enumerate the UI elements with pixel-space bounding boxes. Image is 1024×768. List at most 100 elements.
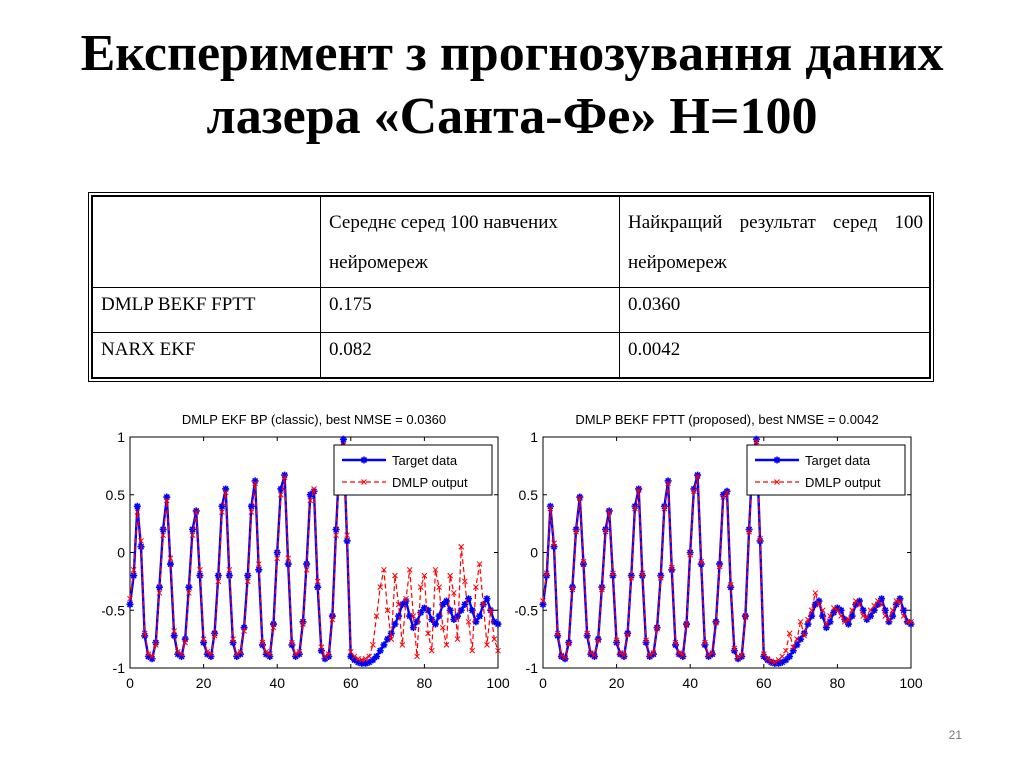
data-point [557,652,565,660]
data-point [551,540,557,547]
data-point [617,650,624,656]
data-point [558,652,565,659]
series-line [129,444,499,661]
data-point [292,652,300,660]
data-point [365,658,373,666]
data-point [709,650,716,656]
data-point [307,497,314,504]
data-point [193,509,200,515]
data-point [771,659,779,667]
data-point [178,652,186,660]
data-point [683,622,690,629]
chart-proposed: DMLP BEKF FPTT (proposed), best NMSE = 0… [515,400,931,700]
data-point [878,595,886,603]
data-point [565,640,572,647]
data-point [218,502,226,510]
data-point [723,487,731,495]
data-point [856,601,863,608]
data-point [219,509,225,515]
data-point [613,637,620,644]
series-dmlp-output [540,438,914,666]
x-tick-label: 80 [830,675,846,691]
data-point [133,502,141,510]
data-point [805,616,811,623]
data-point [610,570,616,577]
data-point [719,491,727,499]
data-point [679,652,686,659]
data-point [377,584,384,591]
table-cell-best: 0.0042 [619,332,930,378]
data-point [845,616,852,623]
data-point [746,528,752,535]
data-point [583,632,591,640]
data-point [837,606,845,614]
data-point [289,639,295,646]
data-point [893,598,900,604]
data-point [649,650,657,658]
data-point [325,651,332,657]
data-point [484,642,490,648]
data-point [675,650,683,658]
legend-label: DMLP output [392,475,468,490]
data-point [753,438,760,445]
data-point [347,648,354,655]
data-point [763,656,771,664]
data-point [255,561,262,567]
data-point [838,613,844,619]
data-point [867,612,875,620]
data-point [248,509,255,515]
data-point [155,583,163,591]
data-point [665,480,671,487]
x-tick-label: 40 [682,675,698,691]
data-point [705,652,712,659]
data-point [325,652,333,660]
data-point [189,525,197,533]
data-point [424,606,432,614]
data-point [230,636,236,642]
data-point [782,656,790,664]
data-point [841,618,848,625]
page-number: 21 [948,728,962,742]
legend-label: Target data [805,453,871,468]
data-point [822,624,830,632]
data-point [421,572,428,579]
data-point [724,489,730,496]
legend-label: DMLP output [805,475,881,490]
data-point [395,601,402,608]
data-point [480,601,487,608]
data-point [786,630,793,637]
data-point [454,636,461,642]
data-point [620,652,628,660]
data-point [594,635,602,643]
legend-swatch-marker [773,456,781,464]
data-point [358,657,365,663]
data-point [144,652,152,660]
data-point [848,612,856,620]
data-point [233,652,241,660]
data-point [472,618,480,626]
data-point [834,607,841,614]
data-point [262,650,270,658]
data-point [417,609,425,617]
slide-title: Експеримент з прогнозування даних лазера… [0,22,1024,148]
data-point [450,590,457,596]
data-point [317,647,325,655]
data-point [727,581,734,588]
legend: Target data DMLP output [746,444,906,496]
data-point [200,636,207,642]
data-point [889,612,897,620]
table-header-row: Середнє серед 100 навчених нейромереж На… [92,196,930,288]
data-point [654,625,660,632]
data-point [786,652,794,660]
data-point [226,566,233,573]
legend-swatch-marker [360,456,368,464]
y-tick-label: 1 [530,429,538,445]
data-point [900,606,908,614]
data-point [318,644,325,651]
data-point [373,652,381,660]
data-point [908,618,914,625]
data-point [852,600,860,608]
slide-title-line-1: Експеримент з прогнозування даних [80,25,944,82]
data-point [295,650,303,658]
data-point [138,538,144,544]
